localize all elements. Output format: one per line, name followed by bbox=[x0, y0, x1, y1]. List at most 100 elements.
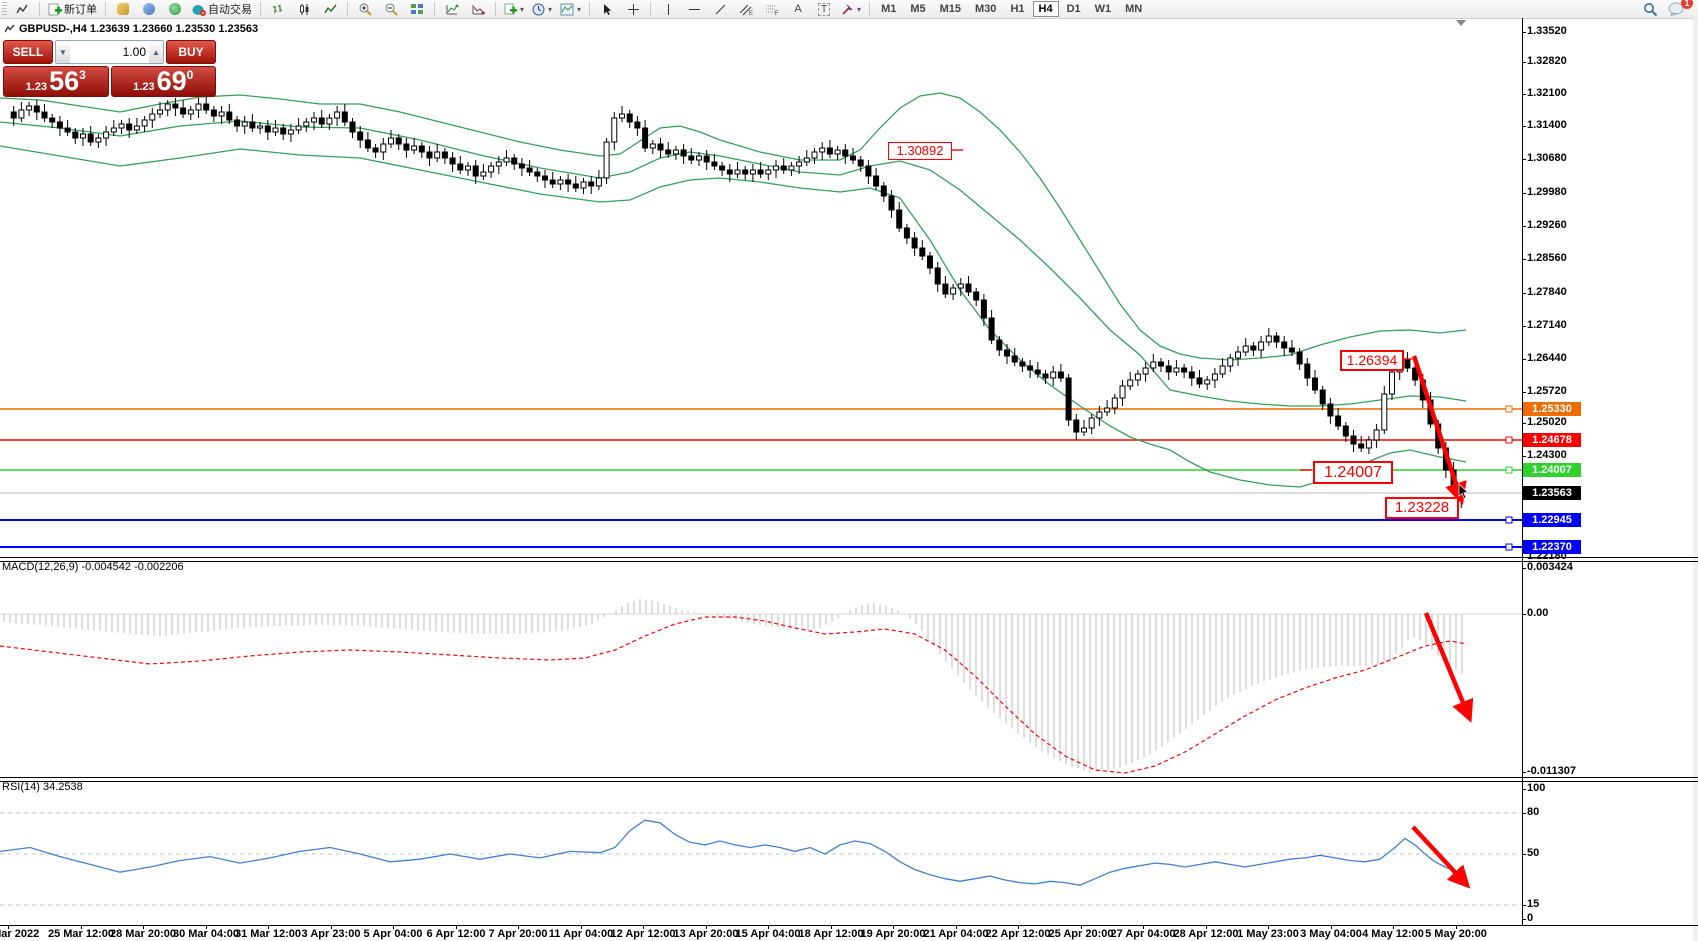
price-axis-badge: 1.23563 bbox=[1523, 486, 1581, 500]
time-axis-label: 19 Apr 20:00 bbox=[860, 928, 926, 940]
volume-stepper: ▼ ▲ bbox=[55, 40, 164, 64]
sell-price-display[interactable]: 1.23 56 3 bbox=[3, 66, 109, 97]
charts-icon[interactable] bbox=[10, 0, 34, 18]
price-axis-label: 1.32820 bbox=[1527, 55, 1567, 67]
timeframe-button-h4[interactable]: H4 bbox=[1032, 1, 1059, 17]
bar-chart-button[interactable] bbox=[266, 0, 290, 18]
toolbar-separator bbox=[869, 2, 871, 16]
indicator-add-icon bbox=[472, 4, 485, 15]
price-annotation-label[interactable]: 1.24007 bbox=[1313, 461, 1393, 484]
label-tool[interactable]: T bbox=[812, 0, 836, 18]
line-anchor-square[interactable] bbox=[1505, 543, 1513, 551]
price-axis-tick bbox=[1522, 326, 1526, 327]
metaeditor-button[interactable] bbox=[111, 0, 135, 18]
time-axis-tick bbox=[143, 925, 144, 929]
template-dropdown[interactable]: ▾ bbox=[557, 0, 584, 18]
macd-axis-tick bbox=[1522, 568, 1526, 569]
equidistant-channel-tool[interactable]: E bbox=[734, 0, 758, 18]
time-axis-tick bbox=[1081, 925, 1082, 929]
timeframe-button-m5[interactable]: M5 bbox=[910, 3, 926, 15]
time-axis-tick bbox=[81, 925, 82, 929]
time-axis-label: 28 Apr 12:00 bbox=[1173, 928, 1239, 940]
chart-title-text: GBPUSD-,H4 1.23639 1.23660 1.23530 1.235… bbox=[19, 23, 259, 35]
timeframe-button-h1[interactable]: H1 bbox=[1010, 3, 1025, 15]
toolbar-separator bbox=[347, 2, 348, 16]
volume-input[interactable] bbox=[70, 41, 149, 63]
price-annotation-label[interactable]: 1.30892 bbox=[888, 142, 952, 160]
indicator-add-button[interactable] bbox=[466, 0, 490, 18]
price-axis-badge: 1.24678 bbox=[1523, 433, 1581, 447]
volume-down-button[interactable]: ▼ bbox=[56, 41, 70, 63]
new-order-button[interactable]: 新订单 bbox=[45, 0, 100, 18]
timeframe-button-m1[interactable]: M1 bbox=[881, 3, 897, 15]
new-object-dropdown[interactable]: ▾ bbox=[501, 0, 527, 18]
buy-button[interactable]: BUY bbox=[166, 40, 216, 64]
search-button[interactable] bbox=[1638, 0, 1662, 18]
pane-separator-macd[interactable] bbox=[0, 557, 1698, 562]
chart-shift-marker[interactable] bbox=[1456, 20, 1466, 26]
price-axis-label: 1.25720 bbox=[1527, 385, 1567, 397]
timeframe-button-m30[interactable]: M30 bbox=[975, 3, 997, 15]
macd-axis-label: 0.003424 bbox=[1527, 561, 1573, 573]
cursor-tool-button[interactable] bbox=[595, 0, 619, 18]
candlestick-chart-button[interactable] bbox=[292, 0, 316, 18]
price-axis-border bbox=[1522, 18, 1523, 925]
vps-button[interactable] bbox=[137, 0, 161, 18]
pane-separator-rsi[interactable] bbox=[0, 777, 1698, 782]
rsi-axis-label: 100 bbox=[1527, 782, 1546, 794]
line-anchor-square[interactable] bbox=[1505, 466, 1513, 474]
line-anchor-square[interactable] bbox=[1505, 405, 1513, 413]
trendline-tool[interactable] bbox=[708, 0, 732, 18]
zoom-out-button[interactable] bbox=[379, 0, 403, 18]
chart-canvas[interactable] bbox=[0, 0, 1522, 941]
time-axis-label: 7 Apr 20:00 bbox=[488, 928, 548, 940]
price-axis-label: 1.24300 bbox=[1527, 449, 1567, 461]
price-annotation-label[interactable]: 1.23228 bbox=[1385, 497, 1459, 519]
indicator-list-button[interactable] bbox=[440, 0, 464, 18]
crosshair-tool-button[interactable] bbox=[621, 0, 645, 18]
indicator-list-icon bbox=[446, 3, 459, 14]
volume-up-button[interactable]: ▲ bbox=[149, 41, 163, 63]
time-axis-label: 3 May 04:00 bbox=[1300, 928, 1362, 940]
vertical-line-tool[interactable] bbox=[656, 0, 680, 18]
time-axis-tick bbox=[768, 925, 769, 929]
price-axis-label: 1.27140 bbox=[1527, 319, 1567, 331]
line-anchor-square[interactable] bbox=[1505, 436, 1513, 444]
timeframe-button-w1[interactable]: W1 bbox=[1094, 3, 1112, 15]
zoom-in-button[interactable] bbox=[353, 0, 377, 18]
line-anchor-square[interactable] bbox=[1505, 516, 1513, 524]
time-axis-tick bbox=[8, 925, 9, 929]
tile-windows-button[interactable] bbox=[405, 0, 429, 18]
signals-icon bbox=[169, 3, 181, 15]
notifications-button[interactable]: 1 bbox=[1664, 0, 1693, 18]
toolbar-drag-handle[interactable] bbox=[2, 2, 7, 16]
trend-arrow-object[interactable] bbox=[1411, 355, 1467, 505]
price-annotation-label[interactable]: 1.26394 bbox=[1340, 350, 1404, 371]
algo-trading-button[interactable]: 自动交易 bbox=[189, 0, 255, 18]
chart-mini-icon bbox=[16, 4, 28, 14]
timeframe-button-d1[interactable]: D1 bbox=[1066, 3, 1081, 15]
line-chart-button[interactable] bbox=[318, 0, 342, 18]
fibonacci-icon: F bbox=[765, 5, 779, 16]
toolbar-separator bbox=[260, 2, 261, 16]
price-axis-tick bbox=[1522, 193, 1526, 194]
timeframe-button-mn[interactable]: MN bbox=[1125, 3, 1143, 15]
period-dropdown[interactable]: ▾ bbox=[529, 0, 555, 18]
time-axis-tick bbox=[956, 925, 957, 929]
time-axis-tick bbox=[1143, 925, 1144, 929]
signals-button[interactable] bbox=[163, 0, 187, 18]
timeframe-button-m15[interactable]: M15 bbox=[939, 3, 962, 15]
trend-arrow-object[interactable] bbox=[1423, 612, 1474, 723]
price-axis-label: 1.28560 bbox=[1527, 252, 1567, 264]
fibonacci-tool[interactable]: F bbox=[760, 0, 784, 18]
sell-button[interactable]: SELL bbox=[3, 40, 53, 64]
buy-price-display[interactable]: 1.23 69 0 bbox=[110, 66, 216, 97]
text-tool[interactable]: A bbox=[786, 0, 810, 18]
time-axis-label: 28 Mar 20:00 bbox=[109, 928, 177, 940]
horizontal-line-tool[interactable] bbox=[682, 0, 706, 18]
trend-arrow-object[interactable] bbox=[1411, 825, 1471, 889]
price-axis-tick bbox=[1522, 392, 1526, 393]
arrows-tool-dropdown[interactable]: ▾ bbox=[838, 0, 864, 18]
time-axis-label: 12 Apr 12:00 bbox=[610, 928, 676, 940]
rsi-line bbox=[0, 819, 1467, 886]
